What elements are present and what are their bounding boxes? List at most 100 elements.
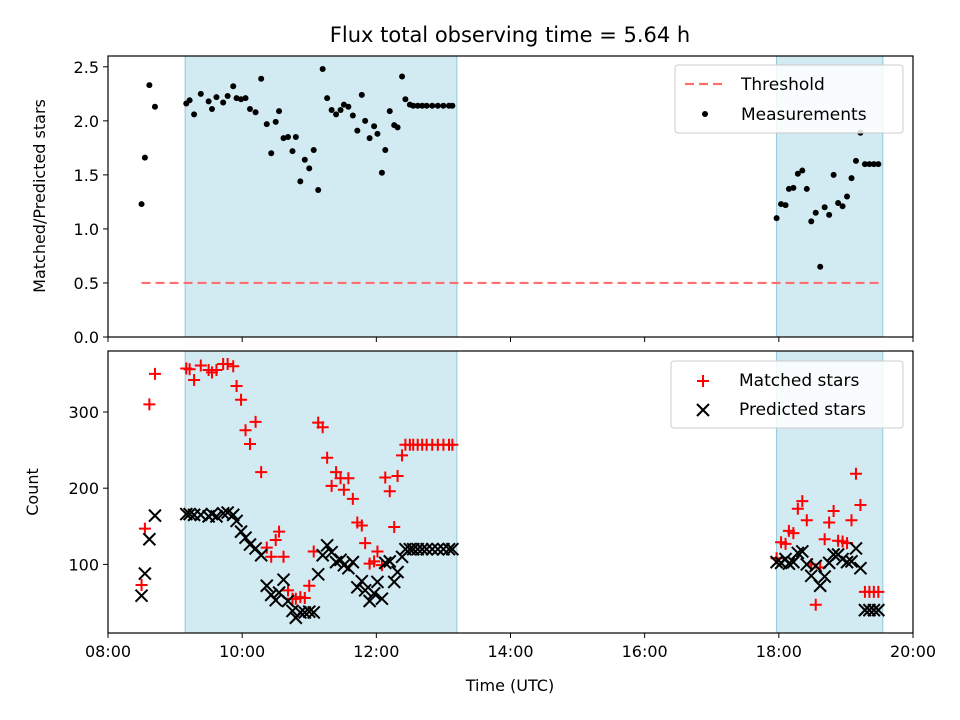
predicted-star-marker: [871, 603, 886, 617]
bottom-y-ticks: 100 200 300: [68, 403, 108, 574]
measurement-points: [138, 65, 882, 270]
measurement-point: [358, 91, 365, 98]
predicted-star-marker: [134, 588, 149, 603]
measurement-point: [374, 130, 381, 137]
predicted-star-marker: [234, 524, 248, 539]
predicted-star-marker: [849, 541, 863, 556]
matched-star-marker: [265, 550, 278, 563]
matched-star-marker: [379, 471, 392, 484]
matched-star-marker: [138, 522, 151, 535]
predicted-star-marker: [840, 555, 854, 569]
measurement-point: [340, 101, 347, 108]
measurement-point: [246, 105, 253, 112]
top-x-ticks: [107, 337, 914, 342]
measurement-point: [191, 111, 198, 118]
measurement-point: [799, 167, 806, 174]
measurement-point: [382, 147, 389, 154]
measurement-point: [870, 161, 877, 168]
top-y-tick-label: 0.0: [74, 328, 99, 347]
predicted-star-marker: [844, 554, 859, 569]
predicted-star-marker: [254, 548, 268, 562]
matched-star-marker: [391, 469, 404, 482]
top-legend-box: [674, 64, 904, 134]
measurement-point: [794, 170, 801, 177]
bottom-observing-windows: [184, 350, 884, 634]
measurement-point: [821, 204, 828, 211]
measurements-legend-label: Measurements: [741, 105, 867, 125]
x-tick-label: 10:00: [219, 642, 265, 661]
predicted-star-marker: [281, 594, 295, 608]
predicted-star-marker: [182, 507, 197, 521]
predicted-star-marker: [355, 574, 369, 588]
measurement-point: [808, 218, 815, 225]
matched-star-marker: [243, 437, 256, 450]
measurement-point: [790, 184, 797, 191]
top-y-axis-label: Matched/Predicted stars: [30, 99, 49, 293]
predicted-star-marker: [769, 555, 784, 569]
x-axis-label: Time (UTC): [465, 676, 554, 695]
measurement-point: [875, 161, 882, 168]
measurement-point: [208, 105, 215, 112]
measurement-point: [785, 185, 792, 192]
predicted-star-marker: [142, 532, 157, 546]
top-y-tick-label: 2.5: [74, 58, 99, 77]
measurement-point: [186, 97, 193, 104]
predicted-star-marker: [260, 579, 274, 593]
measurement-point: [817, 263, 824, 270]
measurement-point: [345, 103, 352, 110]
matched-stars-markers: [135, 357, 885, 611]
matched-star-marker: [239, 424, 252, 437]
predicted-star-marker: [138, 566, 152, 581]
predicted-star-marker: [445, 542, 460, 556]
matched-star-marker: [227, 360, 240, 373]
matched-star-marker: [255, 466, 268, 479]
bottom-legend: Matched stars Predicted stars: [670, 360, 904, 429]
matched-star-marker: [800, 514, 813, 527]
measurement-point: [306, 165, 313, 172]
matched-star-marker: [368, 555, 381, 568]
measurement-point: [803, 185, 810, 192]
measurement-point: [268, 150, 275, 157]
matched-legend-label: Matched stars: [739, 371, 859, 391]
predicted-star-marker: [390, 565, 405, 579]
matched-star-marker: [148, 367, 161, 380]
measurement-point: [151, 103, 158, 110]
measurement-point: [230, 83, 237, 90]
matched-star-marker: [779, 537, 792, 550]
predicted-star-marker: [375, 591, 389, 606]
matched-star-marker: [303, 579, 316, 592]
measurement-point: [349, 112, 356, 119]
matched-star-marker: [230, 380, 243, 393]
matched-star-marker: [342, 472, 355, 485]
measurement-point: [866, 161, 873, 168]
measurement-point: [423, 102, 430, 109]
x-tick-label: 14:00: [487, 642, 533, 661]
matched-star-marker: [260, 541, 273, 554]
predicted-star-marker: [307, 605, 321, 620]
measurement-point: [205, 98, 212, 105]
measurement-point: [213, 94, 220, 101]
top-panel: 0.0 0.5 1.0 1.5 2.0 2.5 Matched/Predicted sta…: [30, 55, 914, 347]
predicted-star-marker: [229, 514, 244, 528]
measurement-point: [276, 108, 283, 115]
measurement-point: [402, 96, 409, 103]
measurement-point: [238, 96, 245, 103]
measurement-point: [301, 156, 308, 163]
matched-star-marker: [396, 449, 409, 462]
measurement-point: [289, 148, 296, 155]
predicted-star-marker: [853, 561, 868, 575]
predicted-star-marker: [276, 572, 291, 587]
measurement-point: [310, 147, 317, 154]
predicted-star-marker: [813, 579, 827, 593]
measurement-point: [410, 102, 417, 109]
matched-star-marker: [823, 516, 836, 529]
measurement-point: [848, 175, 855, 182]
measurement-point: [285, 134, 292, 141]
measurement-point: [371, 123, 378, 130]
predicted-star-marker: [269, 593, 283, 607]
measurement-point: [812, 209, 819, 216]
matched-star-marker: [854, 498, 867, 511]
matched-star-marker: [355, 519, 368, 532]
measurement-point: [378, 169, 385, 176]
